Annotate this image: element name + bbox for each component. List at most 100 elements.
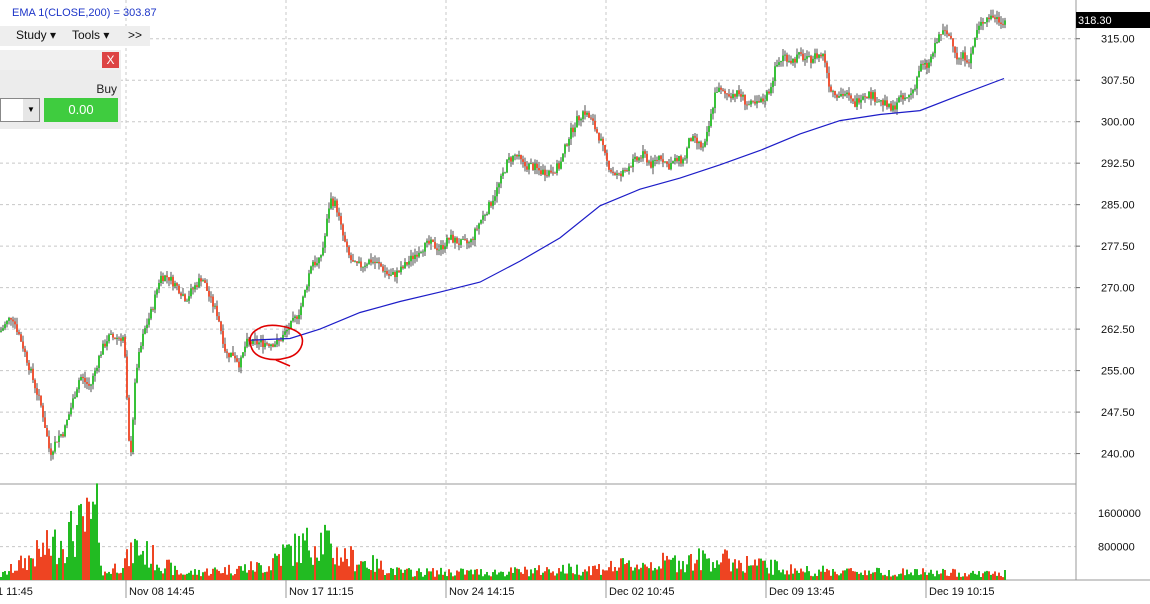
volume-bar: [278, 554, 280, 580]
candle-body: [450, 234, 452, 240]
candle-body: [844, 94, 846, 96]
volume-bar: [782, 569, 784, 580]
volume-bar: [824, 571, 826, 580]
volume-bar: [4, 571, 6, 580]
volume-bar: [978, 571, 980, 580]
candle-body: [158, 282, 160, 290]
volume-bar: [466, 570, 468, 580]
volume-bars: [0, 483, 1006, 580]
candle-body: [170, 276, 172, 281]
candle-body: [318, 257, 320, 264]
volume-bar: [892, 575, 894, 580]
volume-bar: [116, 572, 118, 580]
volume-bar: [26, 570, 28, 580]
volume-bar: [152, 545, 154, 580]
candle-body: [988, 17, 990, 19]
candle-body: [636, 156, 638, 161]
candle-body: [572, 127, 574, 133]
candle-body: [612, 171, 614, 173]
volume-bar: [948, 576, 950, 580]
volume-bar: [972, 570, 974, 580]
candle-body: [912, 89, 914, 94]
candle-body: [78, 380, 80, 390]
volume-bar: [436, 570, 438, 580]
volume-bar: [660, 568, 662, 580]
candle-body: [760, 98, 762, 103]
volume-bar: [92, 501, 94, 580]
candle-body: [362, 266, 364, 268]
close-icon[interactable]: X: [102, 52, 119, 68]
volume-bar: [386, 573, 388, 580]
candle-body: [956, 52, 958, 60]
volume-bar: [50, 555, 52, 580]
candle-body: [314, 261, 316, 266]
tools-menu[interactable]: Tools ▾: [72, 28, 109, 42]
volume-bar: [156, 564, 158, 580]
volume-bar: [928, 572, 930, 580]
volume-bar: [650, 562, 652, 580]
candle-body: [570, 127, 572, 139]
candle-body: [786, 54, 788, 62]
candle-body: [950, 35, 952, 39]
candle-body: [260, 339, 262, 343]
volume-bar: [832, 568, 834, 580]
volume-bar: [688, 555, 690, 580]
volume-bar: [738, 560, 740, 580]
candle-body: [248, 338, 250, 342]
volume-bar: [924, 572, 926, 580]
candle-body: [96, 367, 98, 371]
candle-body: [104, 343, 106, 347]
volume-bar: [52, 536, 54, 580]
volume-bar: [206, 568, 208, 580]
volume-bar: [882, 575, 884, 580]
volume-bar: [274, 553, 276, 580]
volume-bar: [438, 574, 440, 580]
volume-bar: [580, 575, 582, 580]
volume-bar: [838, 575, 840, 580]
candle-body: [404, 262, 406, 269]
candle-body: [978, 25, 980, 31]
candle-body: [128, 397, 130, 441]
candle-body: [182, 294, 184, 296]
volume-bar: [748, 565, 750, 580]
volume-bar: [848, 568, 850, 580]
candle-body: [732, 94, 734, 99]
price-tick-label: 247.50: [1101, 407, 1135, 419]
candle-body: [780, 61, 782, 63]
candle-body: [524, 161, 526, 167]
candle-body: [868, 91, 870, 99]
volume-tick-label: 1600000: [1098, 508, 1141, 520]
candle-body: [546, 175, 548, 177]
volume-bar: [22, 568, 24, 580]
volume-bar: [940, 573, 942, 580]
volume-bar: [280, 565, 282, 580]
candle-body: [446, 237, 448, 247]
volume-bar: [180, 573, 182, 580]
buy-price-button[interactable]: 0.00: [44, 98, 118, 122]
volume-bar: [470, 569, 472, 580]
volume-bar: [926, 574, 928, 580]
chevron-down-icon[interactable]: ▼: [23, 99, 39, 121]
candle-body: [348, 246, 350, 256]
candle-body: [748, 104, 750, 106]
volume-bar: [410, 569, 412, 580]
volume-bar: [716, 560, 718, 580]
volume-bar: [178, 574, 180, 580]
volume-bar: [932, 573, 934, 580]
candle-body: [756, 101, 758, 104]
volume-bar: [988, 571, 990, 580]
volume-bar: [84, 531, 86, 580]
candle-body: [516, 154, 518, 157]
volume-bar: [976, 574, 978, 580]
volume-bar: [550, 572, 552, 580]
candle-body: [316, 263, 318, 266]
quantity-dropdown[interactable]: ▼: [0, 98, 40, 122]
volume-bar: [414, 576, 416, 580]
candle-body: [400, 266, 402, 273]
study-menu[interactable]: Study ▾: [16, 28, 56, 42]
volume-bar: [604, 570, 606, 580]
volume-bar: [914, 569, 916, 580]
more-menu-button[interactable]: >>: [128, 28, 143, 42]
volume-bar: [640, 567, 642, 580]
